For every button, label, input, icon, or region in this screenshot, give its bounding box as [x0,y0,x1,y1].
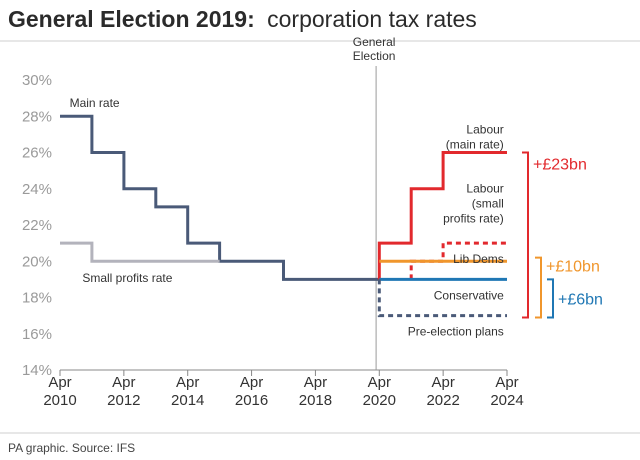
x-tick-label: Apr 2010 [43,374,76,409]
brackets: +£23bn +£10bn +£6bn [522,151,603,319]
y-tick-label: 18% [22,290,52,307]
conservative-label: Conservative [434,288,504,302]
labour-main-label: Labour (main rate) [446,122,504,151]
bracket-label-2: +£6bn [558,291,603,308]
y-tick-label: 16% [22,326,52,343]
x-tick-label: Apr 2016 [235,374,268,409]
y-tick-label: 28% [22,108,52,125]
main-rate-label: Main rate [70,96,120,110]
bracket-2 [547,278,554,319]
bracket-1 [535,256,542,319]
series-main-line [60,114,380,281]
y-tick-label: 26% [22,145,52,162]
bracket-0 [522,151,529,319]
x-tick-label: Apr 2020 [363,374,396,409]
pre-election-label: Pre-election plans [408,325,504,339]
series-lines [60,114,507,318]
series-labour-main-line [377,151,507,280]
y-tick-label: 24% [22,181,52,198]
x-tick-label: Apr 2014 [171,374,204,409]
small-profits-label: Small profits rate [82,271,172,285]
bracket-label-1: +£10bn [546,259,600,276]
y-tick-label: 14% [22,362,52,379]
x-tick-label: Apr 2012 [107,374,140,409]
chart-title-light: corporation tax rates [267,6,477,32]
series-labels: Main rate Small profits rate Labour (main r… [70,96,505,338]
y-tick-label: 20% [22,253,52,270]
series-pre-election-line [377,279,507,318]
y-tick-label: 22% [22,217,52,234]
chart-title-bold: General Election 2019: [8,6,255,32]
x-tick-label: Apr 2022 [426,374,459,409]
labour-small-label: Labour (small profits rate) [443,181,504,225]
y-tick-label: 30% [22,72,52,89]
chart-title: General Election 2019: corporation tax r… [8,6,477,32]
general-election-label: General Election [353,35,396,63]
x-tick-label: Apr 2018 [299,374,332,409]
bracket-label-0: +£23bn [533,157,587,174]
x-tick-label: Apr 2024 [490,374,523,409]
series-small-line [60,241,220,263]
source-note: PA graphic. Source: IFS [8,441,135,455]
libdem-label: Lib Dems [453,252,504,266]
axes: 14% 16% 18% 20% 22% 24% 26% 28% 30% Apr 2010 Apr 201… [22,35,524,409]
